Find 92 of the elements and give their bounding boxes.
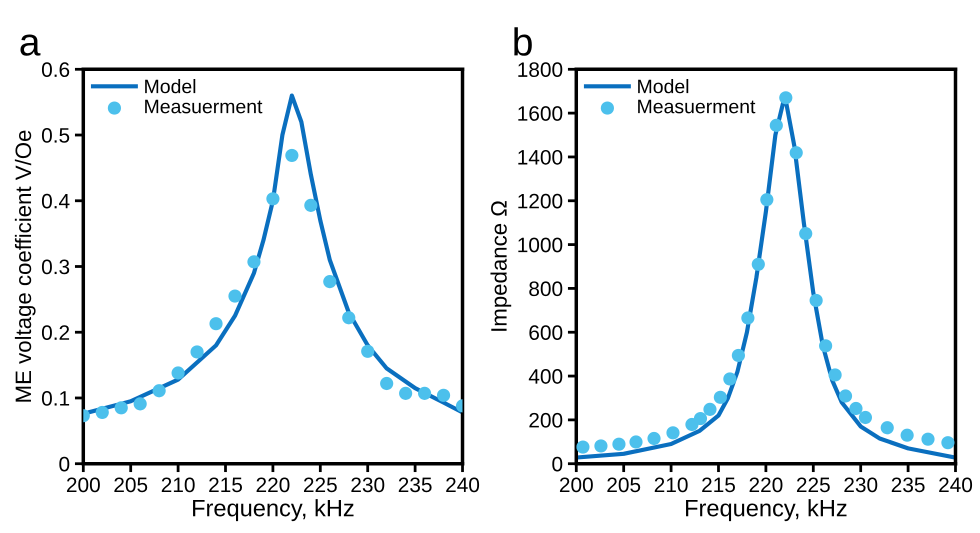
point <box>732 348 745 362</box>
point <box>380 376 394 390</box>
y-tick-label: 800 <box>529 281 562 296</box>
point <box>266 192 280 206</box>
point <box>714 390 727 404</box>
legend-label: Measuerment <box>145 100 262 114</box>
chart-title: b <box>514 27 532 56</box>
x-tick-label: 220 <box>750 477 782 492</box>
point <box>436 388 450 402</box>
point <box>790 146 803 160</box>
y-tick-label: 0.4 <box>42 194 70 209</box>
x-tick-label: 230 <box>844 477 878 492</box>
y-tick-label: 0.6 <box>42 62 70 78</box>
chart-title: a <box>20 34 40 56</box>
point <box>247 255 261 268</box>
x-tick-label: 220 <box>256 477 290 492</box>
point <box>838 389 852 403</box>
y-tick-label: 1000 <box>518 238 562 252</box>
point <box>399 386 412 400</box>
y-tick-label: 0.1 <box>42 390 70 406</box>
point <box>209 317 223 330</box>
x-tick-label: 205 <box>607 477 640 492</box>
point <box>96 406 109 420</box>
point <box>114 401 128 414</box>
point <box>770 118 783 132</box>
legend-label: Measuerment <box>638 100 756 114</box>
point <box>941 436 955 450</box>
x-tick-label: 200 <box>66 477 100 492</box>
point <box>594 439 608 453</box>
point <box>666 426 680 440</box>
point <box>285 148 298 162</box>
point <box>304 198 318 212</box>
x-axis-title: Frequency, kHz <box>686 499 847 522</box>
x-tick-label: 210 <box>654 477 688 492</box>
x-tick-label: 235 <box>398 477 432 492</box>
point <box>172 366 185 380</box>
y-tick-label: 0.2 <box>42 325 70 340</box>
x-tick-label: 240 <box>446 477 480 492</box>
point <box>880 421 894 434</box>
x-tick-label: 215 <box>702 477 735 492</box>
y-tick-label: 0 <box>552 456 562 472</box>
y-tick-label: 1600 <box>518 106 562 121</box>
y-tick-label: 0.5 <box>42 128 70 143</box>
y-tick-label: 200 <box>529 412 562 428</box>
y-tick-label: 400 <box>528 369 562 384</box>
point <box>647 432 661 446</box>
y-axis-title: ME voltage coefficient V/Oe <box>14 130 36 402</box>
legend-label: Model <box>638 79 688 94</box>
point <box>418 386 432 400</box>
point <box>849 402 863 416</box>
x-tick-label: 230 <box>351 477 384 492</box>
point <box>819 339 832 352</box>
point <box>361 344 374 358</box>
point <box>134 397 147 410</box>
point <box>323 275 336 288</box>
x-tick-label: 205 <box>114 477 148 492</box>
x-axis-title: Frequency, kHz <box>193 499 354 522</box>
y-tick-label: 1200 <box>518 194 562 209</box>
point <box>629 435 643 449</box>
point <box>858 410 872 424</box>
point <box>921 432 935 446</box>
point <box>694 412 708 426</box>
y-tick-label: 1800 <box>518 62 562 78</box>
x-tick-label: 215 <box>209 477 242 492</box>
x-tick-label: 240 <box>939 477 972 492</box>
point <box>576 440 590 454</box>
point <box>779 91 792 104</box>
x-tick-label: 210 <box>162 477 195 492</box>
point <box>741 311 754 325</box>
y-tick-label: 0.3 <box>42 260 70 274</box>
point <box>752 258 765 271</box>
point <box>828 368 842 382</box>
point <box>900 428 914 442</box>
point <box>723 372 736 386</box>
point <box>190 345 204 359</box>
x-tick-label: 235 <box>892 477 925 492</box>
x-tick-label: 225 <box>304 477 337 492</box>
y-axis-title: Impedance Ω <box>490 201 512 331</box>
y-tick-label: 600 <box>529 325 562 340</box>
point <box>342 311 356 324</box>
point <box>152 384 166 398</box>
y-tick-label: 1400 <box>518 150 562 165</box>
x-tick-label: 200 <box>560 477 593 492</box>
point <box>228 289 242 303</box>
point <box>760 193 774 206</box>
point <box>703 402 717 416</box>
point <box>799 227 812 240</box>
legend-label: Model <box>145 79 196 94</box>
x-tick-label: 225 <box>796 477 830 492</box>
y-tick-label: 0 <box>59 456 70 472</box>
point <box>810 294 823 308</box>
point <box>612 438 626 451</box>
